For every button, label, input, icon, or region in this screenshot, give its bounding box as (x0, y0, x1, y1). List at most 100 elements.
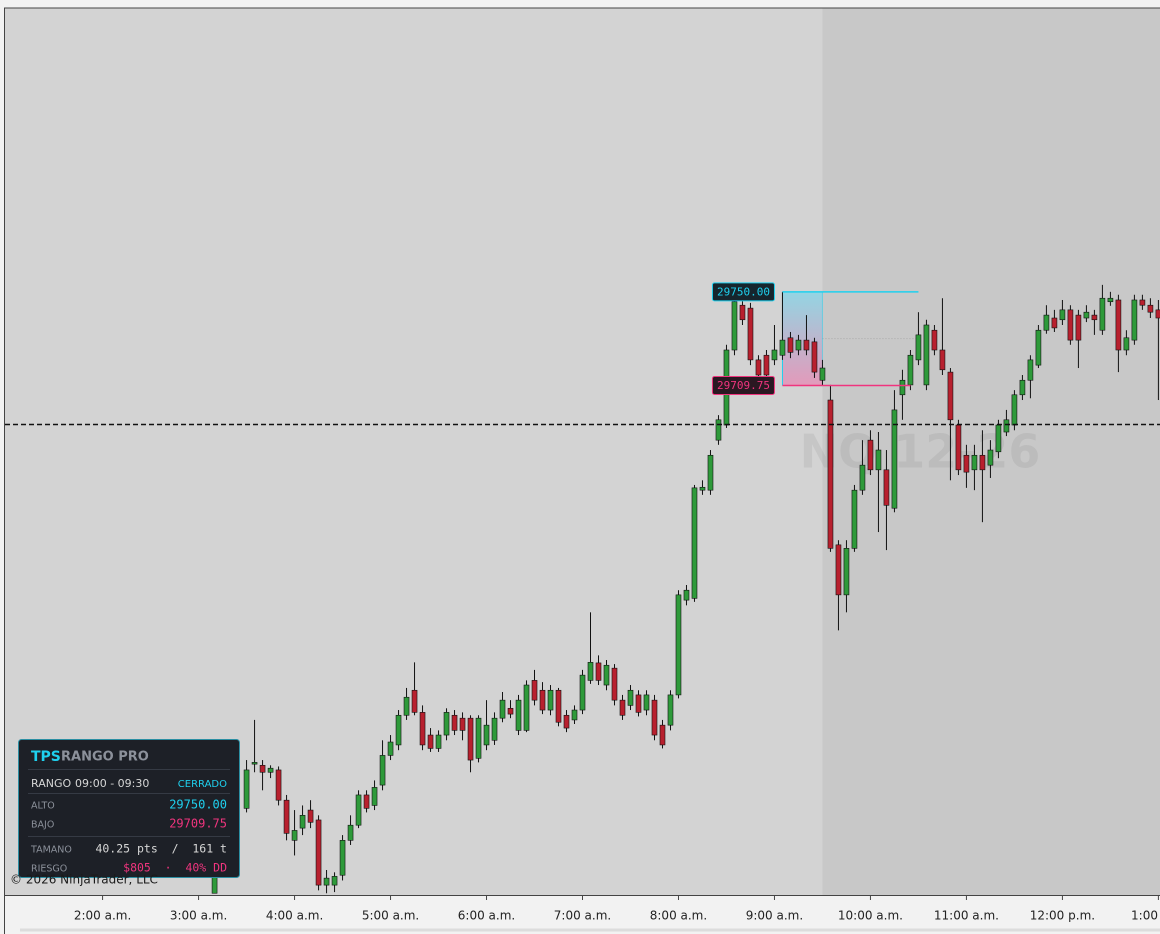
candle-body (955, 424, 962, 471)
candle-body (243, 769, 250, 809)
copyright: © 2026 NinjaTrader, LLC (10, 873, 158, 887)
candle-body (803, 339, 810, 351)
candle-body (531, 680, 538, 701)
candle-body (611, 667, 618, 701)
candle-body (507, 707, 514, 715)
candle-body (315, 819, 322, 886)
candle-body (883, 469, 890, 506)
candle-body (1011, 394, 1018, 426)
candle-body (867, 439, 874, 471)
candle-body (891, 409, 898, 509)
candle-body (819, 367, 826, 381)
candle-body (1099, 297, 1106, 331)
candle-body (363, 794, 370, 809)
candle-body (579, 674, 586, 711)
candle-body (763, 354, 770, 376)
x-tick-label: 4:00 a.m. (266, 909, 323, 923)
candle-body (275, 769, 282, 801)
candle-body (827, 399, 834, 549)
candle-body (411, 689, 418, 713)
panel-size-label: TAMANO (30, 845, 72, 856)
candle-body (427, 734, 434, 749)
candle-body (475, 717, 482, 759)
candle-body (659, 724, 666, 746)
candle-body (843, 548, 850, 596)
candle-body (1035, 329, 1042, 366)
candle-body (1059, 309, 1066, 321)
watermark: NQ 12-26 (800, 425, 1041, 479)
candle-body (1155, 309, 1160, 319)
candle-body (715, 419, 722, 441)
candle-body (547, 689, 554, 711)
candle-body (811, 341, 818, 373)
candle-body (467, 717, 474, 761)
candle-body (1139, 299, 1146, 306)
candle-body (1067, 309, 1074, 341)
candle-body (739, 304, 746, 321)
candle-body (1019, 379, 1026, 396)
candle-body (731, 301, 738, 351)
candle-body (291, 830, 298, 841)
candle-body (907, 354, 914, 386)
candle-body (627, 689, 634, 706)
candle-body (987, 449, 994, 466)
candle-body (851, 489, 858, 549)
panel-low-label: BAJO (31, 820, 54, 831)
candle-body (995, 424, 1002, 453)
candle-body (587, 662, 594, 681)
candle-body (915, 334, 922, 361)
candle-body (371, 787, 378, 806)
panel-range-label: RANGO (31, 777, 71, 790)
candle-body (643, 694, 650, 711)
candle-body (555, 689, 562, 723)
info-panel: TPS RANGO PRO RANGO 09:00 - 09:30 CERRADO ALT… (18, 739, 240, 878)
candle-body (251, 762, 258, 765)
x-tick-label: 3:00 a.m. (170, 909, 227, 923)
candle-body (651, 699, 658, 736)
candle-body (347, 824, 354, 841)
candle-body (459, 717, 466, 731)
candle-body (1027, 359, 1034, 381)
candle-body (979, 454, 986, 471)
candle-body (307, 809, 314, 823)
candle-body (515, 699, 522, 731)
candle-body (379, 755, 386, 786)
candle-body (787, 337, 794, 353)
candle-body (339, 840, 346, 876)
panel-size-value: 40.25 pts / 161 t (95, 842, 227, 856)
x-tick-label: 12:00 p.m. (1030, 909, 1095, 923)
panel-status: CERRADO (178, 779, 227, 790)
panel-low-value: 29709.75 (169, 817, 227, 831)
candle-body (795, 339, 802, 351)
x-tick-label: 5:00 a.m. (362, 909, 419, 923)
panel-high-value: 29750.00 (169, 798, 227, 812)
candle-body (1147, 304, 1154, 313)
candle-body (1107, 297, 1114, 303)
panel-high-label: ALTO (31, 801, 55, 812)
price-tag-box (711, 282, 775, 302)
candle-body (755, 359, 762, 376)
candle-body (963, 454, 970, 473)
candle-body (603, 664, 610, 686)
panel-brand: TPS (31, 749, 61, 765)
candle-body (1075, 314, 1082, 341)
candle-body (1043, 314, 1050, 331)
candle-body (323, 877, 330, 886)
candle-body (491, 717, 498, 741)
candle-body (443, 712, 450, 736)
candle-body (483, 724, 490, 746)
panel-risk-value: $805 · 40% DD (123, 861, 227, 875)
candle-body (667, 694, 674, 726)
candle-body (1051, 317, 1058, 329)
candle-body (835, 544, 842, 596)
candle-body (563, 714, 570, 729)
candle-body (939, 349, 946, 371)
candle-body (539, 689, 546, 711)
candle-body (299, 815, 306, 829)
candle-body (419, 712, 426, 746)
x-tick-label: 10:00 a.m. (838, 909, 903, 923)
x-tick-label: 2:00 a.m. (74, 909, 131, 923)
candle-body (947, 371, 954, 421)
candle-body (779, 339, 786, 356)
